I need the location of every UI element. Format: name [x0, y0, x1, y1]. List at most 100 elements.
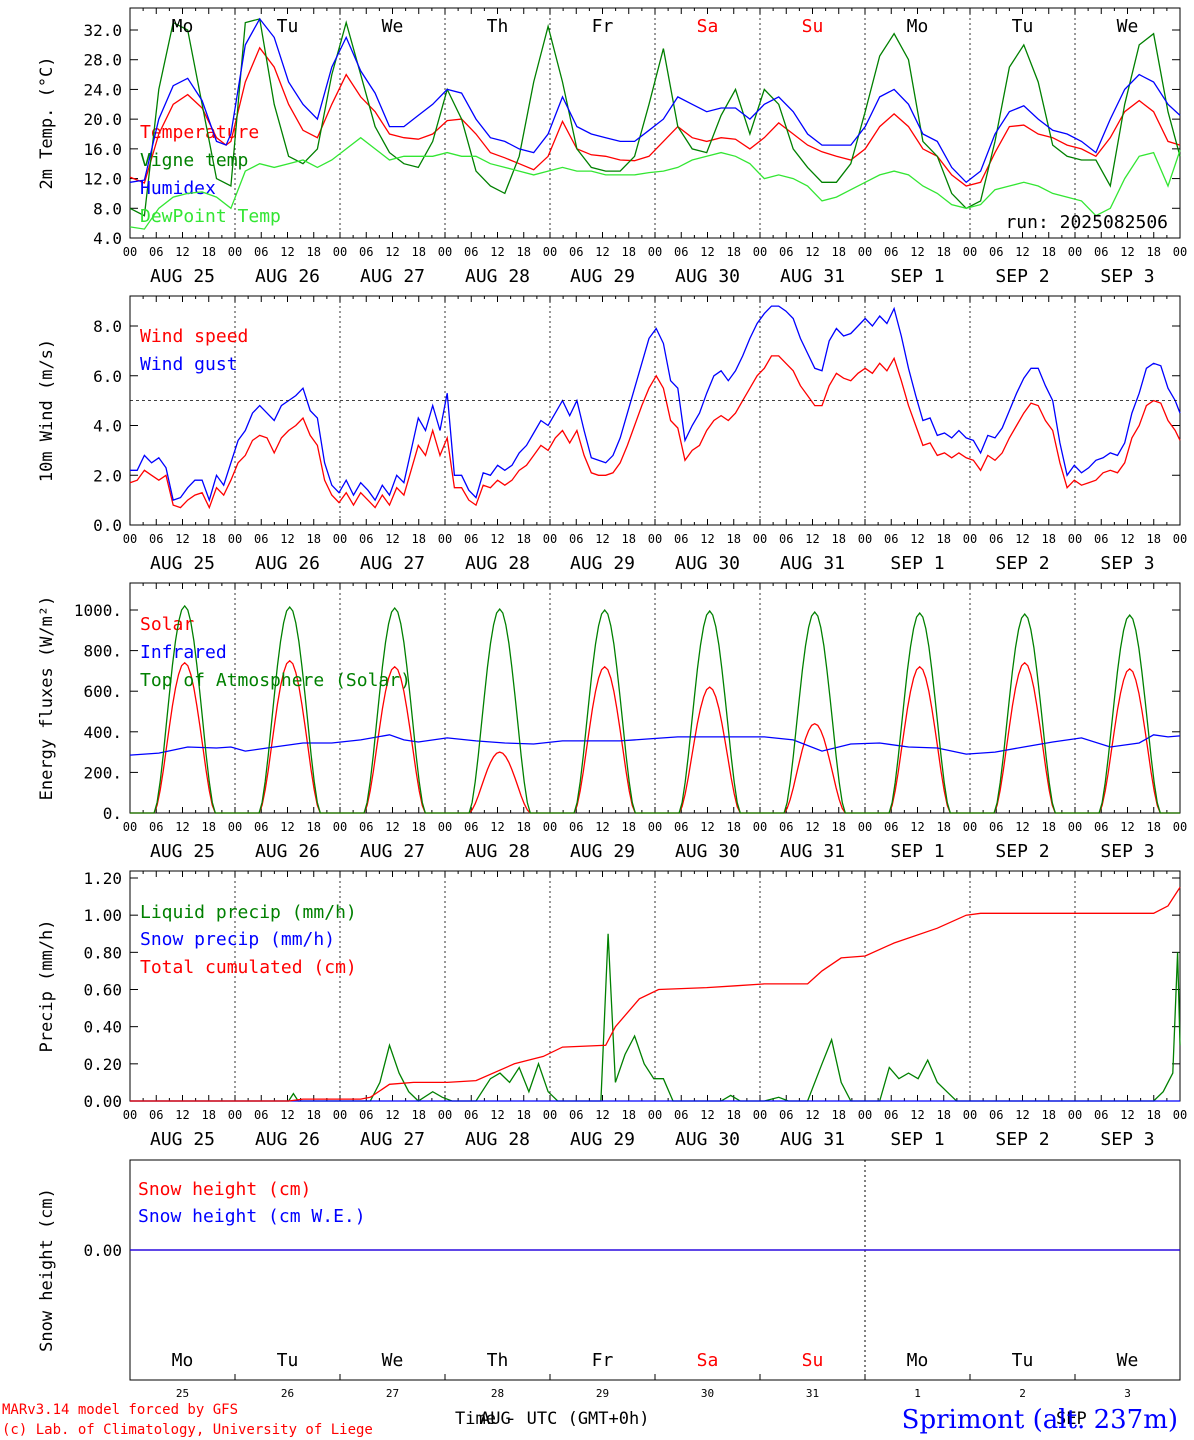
hour-tick-label: 18	[727, 532, 741, 546]
day-label: AUG 31	[780, 1129, 845, 1150]
hour-tick-label: 00	[123, 820, 137, 834]
hour-tick-label: 12	[700, 820, 714, 834]
y-tick-label: 2.0	[93, 466, 122, 485]
overlap-month-label-2: SEP	[1056, 1409, 1087, 1429]
weekday-label: Mo	[172, 1350, 194, 1371]
hour-tick-label: 00	[228, 245, 242, 259]
hour-tick-label: 06	[1094, 820, 1108, 834]
hour-tick-label: 18	[622, 1108, 636, 1122]
hour-tick-label: 06	[359, 820, 373, 834]
hour-tick-label: 12	[1015, 820, 1029, 834]
y-tick-label: 28.0	[83, 51, 122, 70]
day-label: SEP 1	[890, 1129, 944, 1150]
hour-tick-label: 18	[202, 245, 216, 259]
hour-tick-label: 18	[1042, 532, 1056, 546]
hour-tick-label: 06	[149, 245, 163, 259]
hour-tick-label: 00	[123, 532, 137, 546]
hour-tick-label: 00	[858, 532, 872, 546]
hour-tick-label: 18	[622, 245, 636, 259]
hour-tick-label: 06	[674, 532, 688, 546]
legend-entry: Vigne temp	[140, 150, 248, 171]
day-label: AUG 25	[150, 841, 215, 862]
hour-tick-label: 12	[280, 532, 294, 546]
y-tick-label: 1.20	[83, 869, 122, 888]
weekday-label: We	[1117, 16, 1139, 37]
hour-tick-label: 06	[674, 245, 688, 259]
time-axis-label: Time - UTC (GMT+0h)	[455, 1409, 649, 1429]
y-tick-label: 1.00	[83, 906, 122, 925]
weekday-label: Tu	[277, 1350, 299, 1371]
day-label: AUG 27	[360, 266, 425, 287]
hour-tick-label: 00	[228, 532, 242, 546]
hour-tick-label: 12	[805, 1108, 819, 1122]
hour-tick-label: 12	[385, 532, 399, 546]
hour-tick-label: 12	[175, 245, 189, 259]
hour-tick-label: 12	[280, 245, 294, 259]
y-tick-label: 16.0	[83, 140, 122, 159]
hour-tick-label: 06	[884, 245, 898, 259]
weekday-label: Mo	[907, 1350, 929, 1371]
date-label: 3	[1124, 1387, 1131, 1400]
hour-tick-label: 06	[674, 1108, 688, 1122]
hour-tick-label: 12	[280, 820, 294, 834]
hour-tick-label: 12	[1015, 1108, 1029, 1122]
station-label: Sprimont (alt. 237m)	[902, 1405, 1178, 1435]
hour-tick-label: 18	[412, 532, 426, 546]
series-line	[129, 734, 1181, 756]
hour-tick-label: 18	[832, 532, 846, 546]
date-label: 25	[176, 1387, 189, 1400]
hour-tick-label: 18	[622, 820, 636, 834]
hour-tick-label: 18	[1042, 1108, 1056, 1122]
hour-tick-label: 18	[517, 1108, 531, 1122]
hour-tick-label: 00	[1173, 245, 1187, 259]
weekday-label: Mo	[172, 16, 194, 37]
hour-tick-label: 00	[543, 245, 557, 259]
hour-tick-label: 00	[123, 245, 137, 259]
hour-tick-label: 12	[490, 820, 504, 834]
panel-2: 00 06 12 18 00 06 12 18 00 06 12 18 00 06 12 18 00 06 12 18…	[37, 295, 1187, 574]
weekday-label: Su	[802, 16, 824, 37]
hour-tick-label: 06	[464, 820, 478, 834]
y-tick-label: 8.0	[93, 199, 122, 218]
hour-tick-label: 12	[805, 245, 819, 259]
hour-tick-label: 00	[1068, 1108, 1082, 1122]
day-label: SEP 3	[1100, 553, 1154, 574]
day-label: AUG 25	[150, 553, 215, 574]
series-line	[129, 46, 1181, 187]
weekday-label: Su	[802, 1350, 824, 1371]
date-label: 30	[701, 1387, 714, 1400]
hour-tick-label: 12	[490, 245, 504, 259]
day-label: AUG 30	[675, 1129, 740, 1150]
y-tick-label: 0.40	[83, 1018, 122, 1037]
series-line	[130, 305, 1181, 503]
hour-tick-label: 06	[254, 245, 268, 259]
hour-tick-label: 00	[543, 820, 557, 834]
hour-tick-label: 18	[412, 820, 426, 834]
hour-tick-label: 12	[385, 1108, 399, 1122]
legend-entry: Infrared	[140, 642, 227, 663]
hour-tick-label: 18	[517, 245, 531, 259]
hour-tick-label: 18	[307, 1108, 321, 1122]
hour-tick-label: 06	[674, 820, 688, 834]
legend-entry: Solar	[140, 614, 194, 635]
hour-tick-label: 00	[438, 245, 452, 259]
hour-tick-label: 12	[805, 532, 819, 546]
date-label: 27	[386, 1387, 399, 1400]
hour-tick-label: 00	[963, 532, 977, 546]
y-tick-label: 12.0	[83, 170, 122, 189]
hour-tick-label: 12	[1120, 532, 1134, 546]
panel-3: 00 06 12 18 00 06 12 18 00 06 12 18 00 06 12 18 00 06 12 18…	[37, 582, 1187, 862]
y-tick-label: 0.00	[83, 1241, 122, 1260]
hour-tick-label: 00	[1068, 820, 1082, 834]
hour-tick-label: 12	[1120, 1108, 1134, 1122]
hour-tick-label: 06	[884, 1108, 898, 1122]
series-line	[130, 886, 1181, 1102]
hour-tick-label: 00	[228, 1108, 242, 1122]
legend-entry: Wind speed	[140, 326, 248, 347]
run-label: run: 2025082506	[1005, 212, 1168, 233]
hour-tick-label: 12	[1120, 820, 1134, 834]
credit-line-2: (c) Lab. of Climatology, University of L…	[2, 1422, 373, 1438]
hour-tick-label: 18	[1042, 245, 1056, 259]
hour-tick-label: 06	[569, 820, 583, 834]
weekday-label: Tu	[277, 16, 299, 37]
